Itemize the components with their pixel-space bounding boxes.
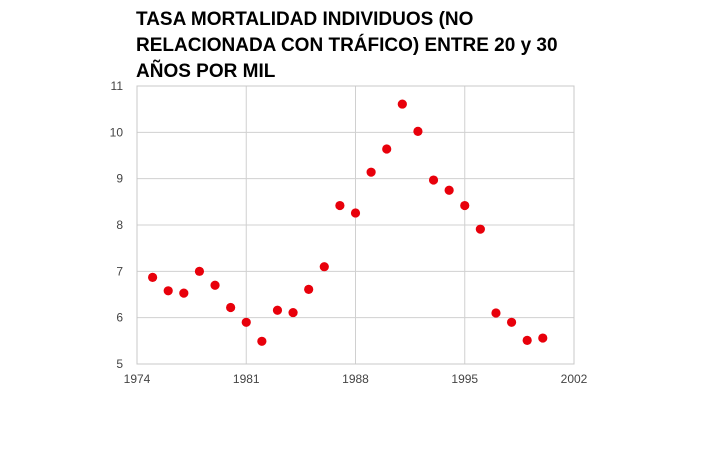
- y-tick-label: 10: [110, 125, 124, 139]
- x-tick-label: 1995: [451, 372, 478, 386]
- x-axis-tick-labels: 1974 1981 1988 1995 2002: [124, 372, 588, 386]
- data-point: [460, 200, 470, 211]
- y-tick-label: 5: [116, 357, 123, 371]
- data-point: [272, 305, 283, 315]
- data-point: [335, 200, 345, 211]
- data-point: [506, 317, 517, 327]
- chart-title: TASA MORTALIDAD INDIVIDUOS (NO RELACIONA…: [136, 9, 558, 82]
- data-point: [226, 302, 236, 313]
- y-tick-label: 6: [116, 311, 123, 325]
- data-point: [304, 284, 314, 295]
- y-tick-label: 7: [116, 264, 123, 278]
- data-point: [257, 336, 267, 346]
- x-tick-label: 1981: [233, 372, 260, 386]
- y-tick-label: 11: [111, 79, 124, 93]
- data-point: [397, 99, 407, 109]
- data-point: [428, 175, 439, 185]
- x-tick-label: 2002: [561, 372, 588, 386]
- plot-area-border: [136, 85, 575, 365]
- data-point: [491, 308, 501, 318]
- data-point: [288, 307, 298, 318]
- data-point: [366, 167, 376, 177]
- data-points: [148, 99, 548, 346]
- data-point: [413, 126, 423, 137]
- data-point: [350, 208, 361, 218]
- x-tick-label: 1974: [124, 372, 151, 386]
- data-point: [319, 262, 329, 272]
- data-point: [475, 224, 485, 234]
- data-point: [210, 280, 220, 290]
- data-point: [194, 266, 205, 276]
- data-point: [148, 272, 158, 282]
- data-point: [522, 335, 532, 345]
- data-point: [538, 333, 548, 343]
- data-point: [163, 286, 173, 296]
- x-tick-label: 1988: [342, 372, 369, 386]
- y-tick-label: 9: [116, 172, 123, 186]
- data-point: [382, 144, 392, 154]
- data-point: [179, 288, 189, 298]
- data-point: [241, 317, 251, 327]
- y-axis-tick-labels: 5 6 7 8 9 10 11: [110, 79, 124, 371]
- y-tick-label: 8: [116, 218, 123, 232]
- data-point: [444, 185, 454, 195]
